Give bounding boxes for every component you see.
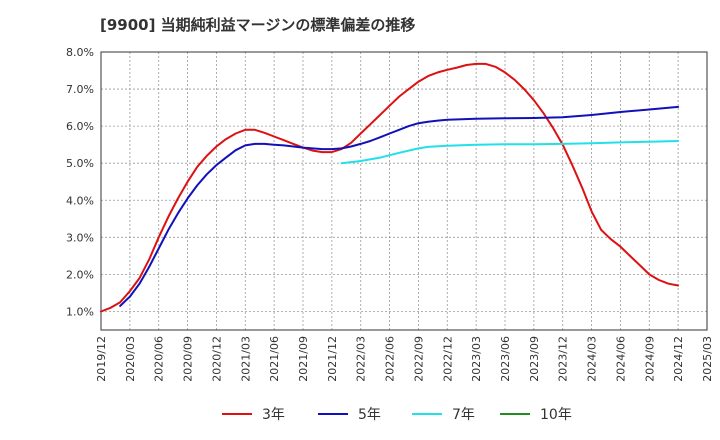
x-tick-label: 2023/06 xyxy=(499,336,512,382)
y-tick-label: 8.0% xyxy=(66,46,94,59)
legend-label: 3年 xyxy=(262,407,285,423)
x-tick-label: 2021/12 xyxy=(326,336,339,382)
x-tick-label: 2022/03 xyxy=(355,336,368,382)
y-tick-label: 3.0% xyxy=(66,231,94,244)
y-tick-label: 7.0% xyxy=(66,83,94,96)
x-tick-label: 2023/03 xyxy=(470,336,483,382)
y-tick-label: 4.0% xyxy=(66,194,94,207)
legend-label: 7年 xyxy=(452,407,475,423)
plot-frame xyxy=(100,51,708,331)
x-tick-label: 2024/06 xyxy=(614,336,627,382)
x-tick-label: 2022/12 xyxy=(441,336,454,382)
y-tick-label: 5.0% xyxy=(66,157,94,170)
x-tick-label: 2020/06 xyxy=(153,336,166,382)
y-tick-label: 2.0% xyxy=(66,268,94,281)
x-tick-label: 2025/03 xyxy=(701,336,714,382)
y-tick-label: 1.0% xyxy=(66,305,94,318)
x-tick-label: 2023/09 xyxy=(528,336,541,382)
x-tick-label: 2024/03 xyxy=(586,336,599,382)
x-tick-label: 2019/12 xyxy=(95,336,108,382)
x-tick-label: 2020/12 xyxy=(210,336,223,382)
x-tick-label: 2024/09 xyxy=(643,336,656,382)
x-tick-label: 2021/09 xyxy=(297,336,310,382)
x-tick-label: 2020/09 xyxy=(182,336,195,382)
x-tick-label: 2024/12 xyxy=(672,336,685,382)
x-tick-label: 2021/06 xyxy=(268,336,281,382)
chart-title: [9900] 当期純利益マージンの標準偏差の推移 xyxy=(100,16,416,34)
series-line-3年 xyxy=(100,62,680,313)
legend-label: 10年 xyxy=(540,407,572,423)
x-tick-label: 2021/03 xyxy=(239,336,252,382)
series-line-5年 xyxy=(119,105,680,307)
x-tick-label: 2020/03 xyxy=(124,336,137,382)
y-tick-label: 6.0% xyxy=(66,120,94,133)
legend-label: 5年 xyxy=(358,407,381,423)
plot-area xyxy=(101,52,707,330)
x-tick-label: 2023/12 xyxy=(557,336,570,382)
x-tick-label: 2022/06 xyxy=(384,336,397,382)
series-line-7年 xyxy=(340,140,680,165)
x-tick-label: 2022/09 xyxy=(412,336,425,382)
